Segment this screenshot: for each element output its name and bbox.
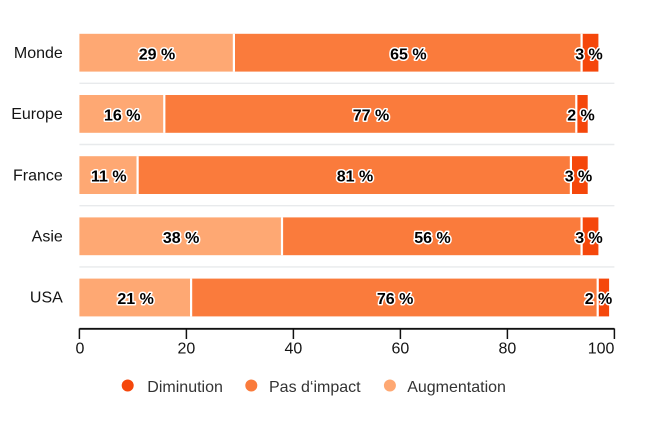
svg-text:2 %: 2 % <box>567 108 595 125</box>
svg-text:Diminution: Diminution <box>147 379 223 396</box>
svg-text:11 %: 11 % <box>91 169 127 186</box>
svg-text:40: 40 <box>285 340 303 357</box>
svg-text:60: 60 <box>392 340 410 357</box>
svg-text:Europe: Europe <box>11 106 63 123</box>
svg-text:Monde: Monde <box>14 45 63 62</box>
svg-text:65 %: 65 % <box>390 46 426 63</box>
svg-text:Augmentation: Augmentation <box>407 379 506 396</box>
svg-text:Asie: Asie <box>32 229 63 246</box>
svg-text:3 %: 3 % <box>565 169 593 186</box>
svg-text:France: France <box>13 167 63 184</box>
svg-text:3 %: 3 % <box>575 46 603 63</box>
svg-text:77 %: 77 % <box>353 108 389 125</box>
svg-text:3 %: 3 % <box>575 230 603 247</box>
svg-text:38 %: 38 % <box>163 230 199 247</box>
svg-text:29 %: 29 % <box>139 46 175 63</box>
svg-text:76 %: 76 % <box>377 291 413 308</box>
svg-text:100: 100 <box>588 340 615 357</box>
svg-text:56 %: 56 % <box>414 230 450 247</box>
svg-text:20: 20 <box>178 340 196 357</box>
svg-text:81 %: 81 % <box>337 169 373 186</box>
svg-text:21 %: 21 % <box>117 291 153 308</box>
svg-text:Pas d‘impact: Pas d‘impact <box>269 379 361 396</box>
svg-text:USA: USA <box>30 290 63 307</box>
svg-text:0: 0 <box>76 340 85 357</box>
svg-text:2 %: 2 % <box>585 291 613 308</box>
svg-text:80: 80 <box>499 340 517 357</box>
svg-text:16 %: 16 % <box>104 108 140 125</box>
